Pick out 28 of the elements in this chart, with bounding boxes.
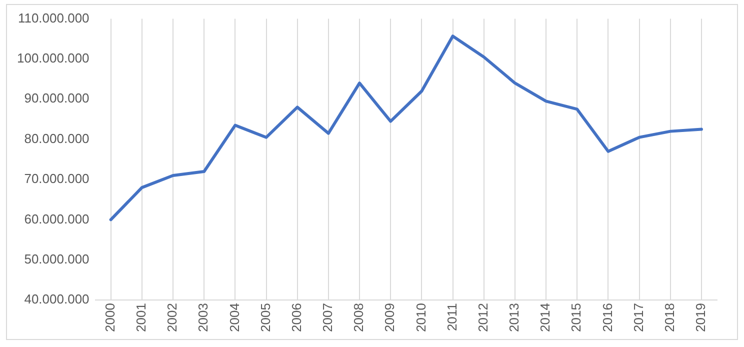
x-tick-label: 2005 — [258, 303, 273, 332]
x-tick-label: 2018 — [662, 303, 677, 332]
x-tick-label: 2004 — [226, 303, 242, 332]
x-tick-label: 2001 — [134, 303, 148, 332]
y-tick-label: 70.000.000 — [24, 171, 90, 186]
y-tick-label: 40.000.000 — [24, 292, 90, 307]
y-tick-label: 60.000.000 — [24, 211, 90, 226]
x-tick-label: 2010 — [413, 303, 428, 332]
x-tick-label: 2003 — [196, 303, 211, 332]
x-tick-label: 2014 — [538, 303, 553, 332]
y-tick-label: 50.000.000 — [24, 251, 90, 266]
x-tick-label: 2009 — [382, 303, 398, 332]
x-tick-label: 2006 — [288, 303, 304, 332]
x-tick-label: 2002 — [164, 303, 180, 332]
x-tick-label: 2019 — [693, 303, 708, 332]
x-tick-label: 2015 — [568, 303, 584, 332]
x-tick-label: 2000 — [102, 303, 118, 332]
y-tick-label: 80.000.000 — [24, 130, 90, 146]
y-tick-label: 110.000.000 — [18, 10, 90, 26]
x-tick-label: 2017 — [630, 303, 646, 332]
x-tick-label: 2011 — [444, 303, 460, 332]
x-tick-label: 2013 — [506, 303, 522, 332]
x-tick-label: 2012 — [475, 303, 490, 332]
x-tick-label: 2007 — [320, 303, 336, 332]
y-tick-label: 100.000.000 — [16, 50, 90, 66]
x-tick-label: 2016 — [600, 303, 615, 332]
x-tick-label: 2008 — [351, 303, 366, 332]
y-tick-label: 90.000.000 — [24, 90, 90, 106]
